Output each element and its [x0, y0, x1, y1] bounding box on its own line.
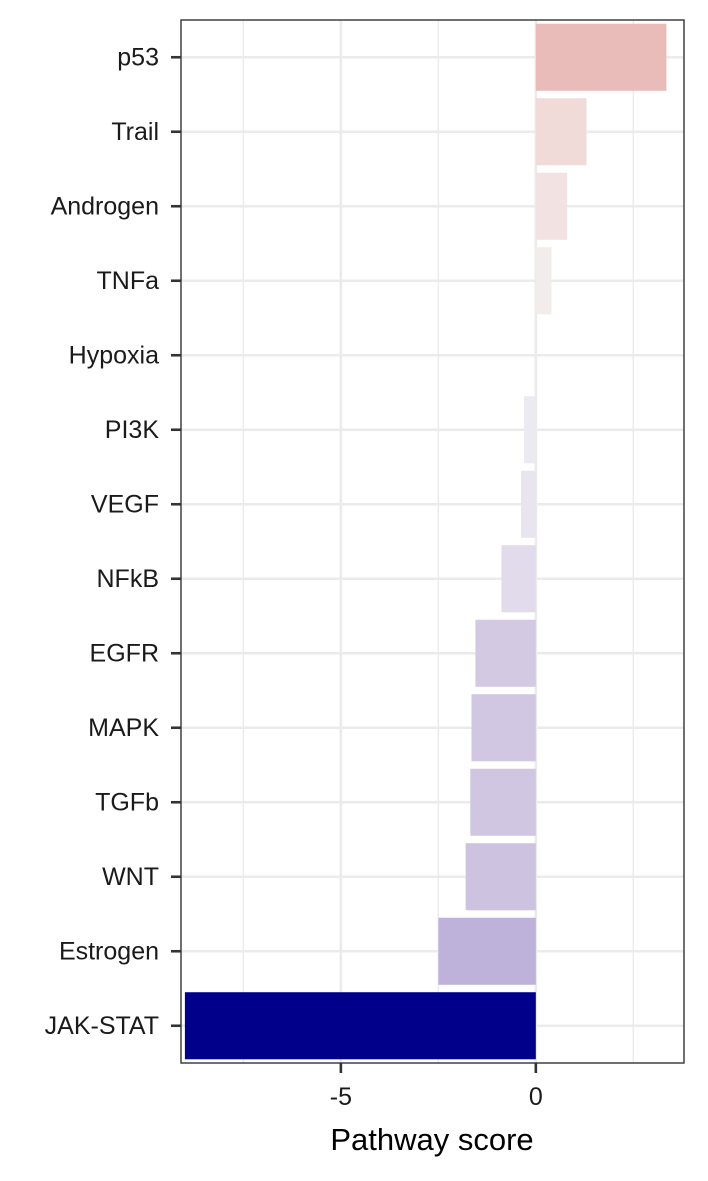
bar-estrogen: [438, 917, 536, 985]
gridlines: [181, 20, 684, 1063]
y-tick-label: p53: [117, 43, 159, 71]
x-tick-label: 0: [529, 1083, 543, 1111]
bar-p53: [535, 23, 667, 91]
plot-panel-background: [181, 20, 684, 1063]
bar-mapk: [471, 694, 536, 762]
x-axis: -5 0: [330, 1063, 543, 1111]
y-axis: p53 Trail Androgen TNFa Hypoxia PI3K VEGF NFkB E…: [45, 43, 181, 1040]
bar-androgen: [535, 172, 568, 240]
bar-nfkb: [501, 545, 536, 613]
bar-egfr: [475, 619, 536, 687]
y-tick-label: PI3K: [105, 416, 160, 444]
y-tick-label: JAK-STAT: [45, 1012, 159, 1040]
y-tick-label: Androgen: [51, 192, 159, 220]
y-tick-label: Trail: [111, 118, 159, 146]
x-axis-title: Pathway score: [330, 1122, 533, 1157]
y-tick-label: TNFa: [97, 267, 160, 295]
bar-tnfa: [535, 247, 552, 315]
bars: [184, 23, 667, 1060]
bar-tgfb: [470, 768, 536, 836]
y-tick-label: VEGF: [91, 490, 159, 518]
y-tick-label: Estrogen: [59, 937, 159, 965]
y-tick-label: EGFR: [90, 639, 159, 667]
plot-panel-border: [180, 19, 685, 1064]
bar-trail: [535, 98, 587, 166]
bar-wnt: [465, 843, 536, 911]
y-tick-label: Hypoxia: [69, 341, 159, 369]
bar-vegf: [521, 470, 536, 538]
y-tick-label: TGFb: [95, 788, 159, 816]
bar-pi3k: [524, 396, 536, 464]
x-tick-label: -5: [330, 1083, 352, 1111]
y-tick-label: NFkB: [97, 565, 160, 593]
bar-jak-stat: [184, 992, 536, 1060]
y-tick-label: MAPK: [88, 714, 159, 742]
y-tick-label: WNT: [102, 863, 159, 891]
